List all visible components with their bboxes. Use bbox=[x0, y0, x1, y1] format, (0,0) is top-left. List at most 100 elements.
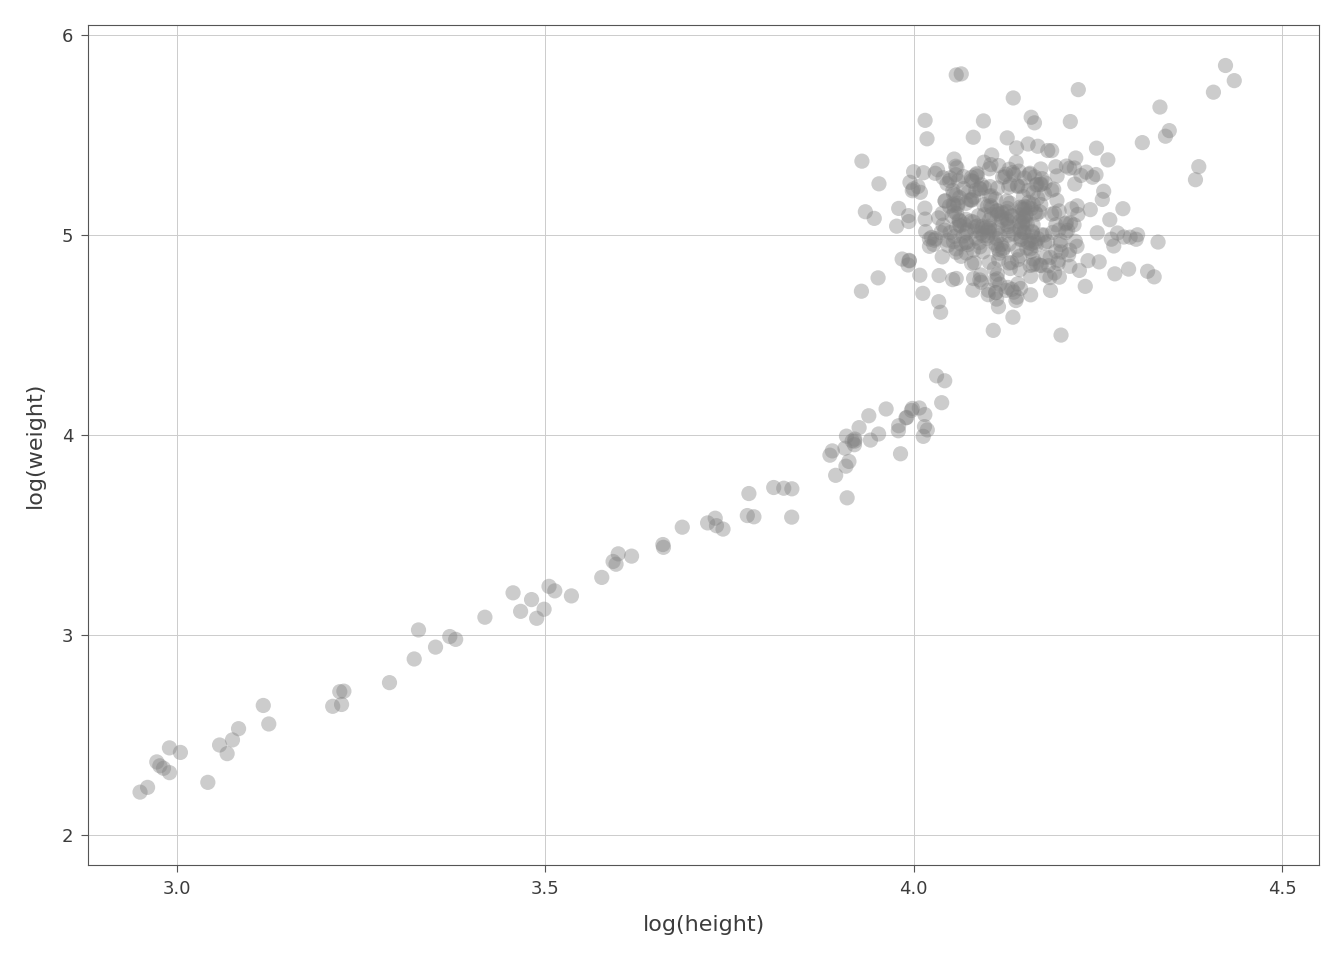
Point bbox=[1075, 164, 1097, 180]
Point bbox=[1044, 265, 1066, 280]
Point bbox=[836, 491, 857, 506]
Point bbox=[946, 160, 968, 176]
Point bbox=[986, 267, 1008, 282]
Point bbox=[1154, 129, 1176, 144]
Point bbox=[984, 261, 1005, 276]
Point bbox=[652, 537, 673, 552]
Point bbox=[1042, 182, 1063, 198]
Point bbox=[945, 241, 966, 256]
Point bbox=[964, 255, 985, 271]
Point bbox=[1101, 231, 1122, 247]
Point bbox=[844, 434, 866, 449]
Point bbox=[978, 212, 1000, 228]
Point bbox=[1021, 224, 1043, 239]
Point bbox=[1036, 234, 1058, 250]
Point bbox=[964, 223, 985, 238]
Point bbox=[1046, 193, 1067, 208]
Point bbox=[978, 161, 1000, 177]
Point bbox=[1215, 58, 1236, 73]
Point bbox=[146, 755, 168, 770]
Point bbox=[997, 201, 1019, 216]
Point bbox=[1078, 253, 1099, 269]
Point bbox=[888, 201, 910, 216]
Point bbox=[1007, 242, 1028, 257]
Point bbox=[898, 252, 919, 268]
Point bbox=[988, 157, 1009, 173]
Point bbox=[999, 255, 1020, 271]
Point bbox=[1050, 327, 1071, 343]
Point bbox=[1064, 151, 1086, 166]
Point bbox=[917, 422, 938, 438]
Point bbox=[773, 481, 794, 496]
Point bbox=[1064, 233, 1086, 249]
Point bbox=[208, 737, 230, 753]
Point bbox=[1067, 206, 1089, 222]
Point bbox=[153, 760, 175, 776]
X-axis label: log(height): log(height) bbox=[642, 915, 765, 935]
Point bbox=[989, 246, 1011, 261]
Point bbox=[1023, 257, 1044, 273]
Point bbox=[820, 447, 841, 463]
Point bbox=[984, 224, 1005, 239]
Point bbox=[986, 271, 1008, 286]
Point bbox=[1103, 266, 1125, 281]
Point bbox=[1038, 143, 1059, 158]
Point bbox=[1056, 223, 1078, 238]
Point bbox=[1007, 179, 1028, 194]
Point bbox=[992, 243, 1013, 258]
Point bbox=[1013, 199, 1035, 214]
Point bbox=[984, 273, 1005, 288]
Point bbox=[331, 697, 352, 712]
Point bbox=[591, 569, 613, 585]
Point bbox=[1048, 252, 1070, 268]
Point bbox=[992, 170, 1013, 185]
Point bbox=[1082, 170, 1103, 185]
Point bbox=[844, 431, 866, 446]
Point bbox=[945, 271, 966, 286]
Point bbox=[1031, 171, 1052, 186]
Point bbox=[943, 204, 965, 220]
Point bbox=[526, 611, 547, 626]
Point bbox=[926, 369, 948, 384]
Point bbox=[977, 228, 999, 244]
Point bbox=[1030, 197, 1051, 212]
Point bbox=[228, 721, 250, 736]
Point bbox=[931, 205, 953, 221]
Point bbox=[934, 223, 956, 238]
Point bbox=[970, 275, 992, 290]
Point bbox=[1001, 208, 1023, 224]
Point bbox=[1008, 163, 1030, 179]
Point bbox=[986, 204, 1008, 219]
Point bbox=[534, 602, 555, 617]
Point bbox=[1015, 213, 1036, 228]
Point bbox=[1023, 217, 1044, 232]
Point bbox=[972, 228, 993, 243]
Point bbox=[969, 239, 991, 254]
Point bbox=[1040, 143, 1062, 158]
Point bbox=[914, 419, 935, 434]
Point bbox=[1106, 226, 1128, 241]
Point bbox=[1046, 217, 1067, 232]
Y-axis label: log(weight): log(weight) bbox=[26, 382, 44, 508]
Point bbox=[937, 232, 958, 248]
Point bbox=[972, 219, 993, 234]
Point bbox=[969, 180, 991, 196]
Point bbox=[956, 246, 977, 261]
Point bbox=[923, 237, 945, 252]
Point bbox=[1066, 198, 1087, 213]
Point bbox=[950, 236, 972, 252]
Point bbox=[1027, 231, 1048, 247]
Point bbox=[962, 282, 984, 298]
Point bbox=[1012, 202, 1034, 217]
Point bbox=[981, 147, 1003, 162]
Point bbox=[997, 279, 1019, 295]
Point bbox=[977, 282, 999, 298]
Point bbox=[1017, 199, 1039, 214]
Point bbox=[738, 486, 759, 501]
Point bbox=[821, 444, 843, 459]
Point bbox=[1007, 178, 1028, 193]
Point bbox=[965, 219, 986, 234]
Point bbox=[991, 213, 1012, 228]
Point bbox=[1020, 244, 1042, 259]
Point bbox=[981, 206, 1003, 222]
